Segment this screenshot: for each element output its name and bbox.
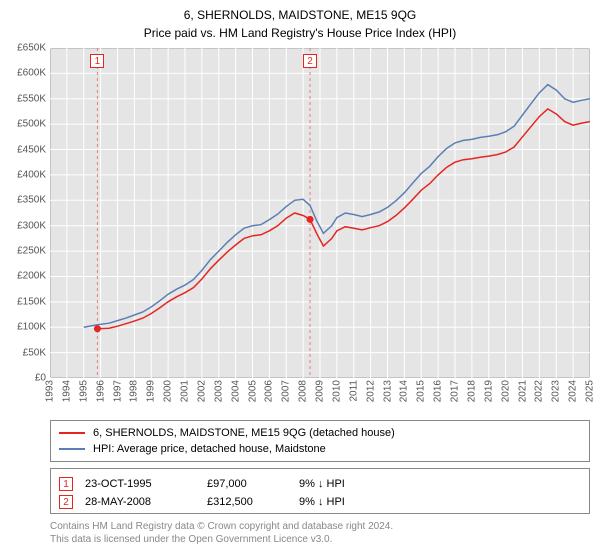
transaction-price: £97,000 [207, 478, 287, 490]
y-tick-label: £50K [8, 347, 46, 358]
x-tick-label: 2024 [568, 380, 579, 402]
x-tick-label: 2021 [517, 380, 528, 402]
x-tick-label: 2017 [450, 380, 461, 402]
x-tick-label: 1997 [112, 380, 123, 402]
y-axis-labels: £0£50K£100K£150K£200K£250K£300K£350K£400… [10, 48, 48, 378]
x-tick-label: 2014 [399, 380, 410, 402]
footer-line-1: Contains HM Land Registry data © Crown c… [50, 520, 590, 533]
legend-swatch [59, 432, 85, 434]
x-tick-label: 2015 [416, 380, 427, 402]
transaction-date: 28-MAY-2008 [85, 496, 195, 508]
transaction-price: £312,500 [207, 496, 287, 508]
chart-svg [50, 48, 590, 378]
transaction-marker-ref: 2 [59, 495, 73, 509]
footer-line-2: This data is licensed under the Open Gov… [50, 533, 590, 546]
y-tick-label: £650K [8, 43, 46, 54]
attribution-footer: Contains HM Land Registry data © Crown c… [50, 520, 590, 546]
y-tick-label: £450K [8, 144, 46, 155]
chart-marker-1: 1 [90, 54, 104, 68]
legend-item: 6, SHERNOLDS, MAIDSTONE, ME15 9QG (detac… [59, 425, 581, 441]
y-tick-label: £300K [8, 220, 46, 231]
x-tick-label: 2009 [315, 380, 326, 402]
x-tick-label: 2019 [483, 380, 494, 402]
transaction-diff-vs-hpi: 9% ↓ HPI [299, 478, 409, 490]
y-tick-label: £150K [8, 296, 46, 307]
transaction-date: 23-OCT-1995 [85, 478, 195, 490]
legend-item: HPI: Average price, detached house, Maid… [59, 441, 581, 457]
legend-box: 6, SHERNOLDS, MAIDSTONE, ME15 9QG (detac… [50, 420, 590, 462]
x-tick-label: 2008 [298, 380, 309, 402]
x-tick-label: 1999 [146, 380, 157, 402]
transaction-row: 2 28-MAY-2008 £312,500 9% ↓ HPI [59, 495, 581, 509]
x-tick-label: 2007 [281, 380, 292, 402]
transactions-table: 1 23-OCT-1995 £97,000 9% ↓ HPI 2 28-MAY-2008 £… [59, 477, 581, 509]
x-tick-label: 2022 [534, 380, 545, 402]
x-tick-label: 2005 [247, 380, 258, 402]
transaction-marker-ref: 1 [59, 477, 73, 491]
legend-swatch [59, 448, 85, 450]
x-tick-label: 2001 [180, 380, 191, 402]
x-tick-label: 2004 [230, 380, 241, 402]
y-tick-label: £0 [8, 373, 46, 384]
x-tick-label: 2006 [264, 380, 275, 402]
x-tick-label: 2002 [196, 380, 207, 402]
x-tick-label: 1994 [61, 380, 72, 402]
x-tick-label: 2012 [365, 380, 376, 402]
transactions-box: 1 23-OCT-1995 £97,000 9% ↓ HPI 2 28-MAY-2008 £… [50, 468, 590, 514]
chart-title-subtitle: Price paid vs. HM Land Registry's House … [10, 26, 590, 40]
x-tick-label: 2010 [331, 380, 342, 402]
chart-title-address: 6, SHERNOLDS, MAIDSTONE, ME15 9QG [10, 8, 590, 22]
y-tick-label: £100K [8, 322, 46, 333]
y-tick-label: £200K [8, 271, 46, 282]
transaction-diff-vs-hpi: 9% ↓ HPI [299, 496, 409, 508]
x-tick-label: 2025 [585, 380, 596, 402]
y-tick-label: £550K [8, 93, 46, 104]
y-tick-label: £250K [8, 246, 46, 257]
x-tick-label: 1993 [45, 380, 56, 402]
x-tick-label: 1996 [95, 380, 106, 402]
x-tick-label: 2000 [163, 380, 174, 402]
x-tick-label: 2023 [551, 380, 562, 402]
x-tick-label: 2003 [213, 380, 224, 402]
x-axis-labels: 1993199419951996199719981999200020012002… [50, 378, 590, 414]
legend-label: 6, SHERNOLDS, MAIDSTONE, ME15 9QG (detac… [93, 427, 395, 439]
x-tick-label: 2016 [433, 380, 444, 402]
x-tick-label: 1998 [129, 380, 140, 402]
y-tick-label: £600K [8, 68, 46, 79]
chart-plot-area: £0£50K£100K£150K£200K£250K£300K£350K£400… [50, 48, 590, 378]
x-tick-label: 2018 [466, 380, 477, 402]
y-tick-label: £350K [8, 195, 46, 206]
y-tick-label: £400K [8, 169, 46, 180]
chart-marker-2: 2 [303, 54, 317, 68]
x-tick-label: 2011 [348, 380, 359, 402]
transaction-row: 1 23-OCT-1995 £97,000 9% ↓ HPI [59, 477, 581, 491]
legend-label: HPI: Average price, detached house, Maid… [93, 443, 326, 455]
x-tick-label: 1995 [78, 380, 89, 402]
x-tick-label: 2013 [382, 380, 393, 402]
chart-titles: 6, SHERNOLDS, MAIDSTONE, ME15 9QG Price … [10, 8, 590, 40]
x-tick-label: 2020 [500, 380, 511, 402]
y-tick-label: £500K [8, 119, 46, 130]
